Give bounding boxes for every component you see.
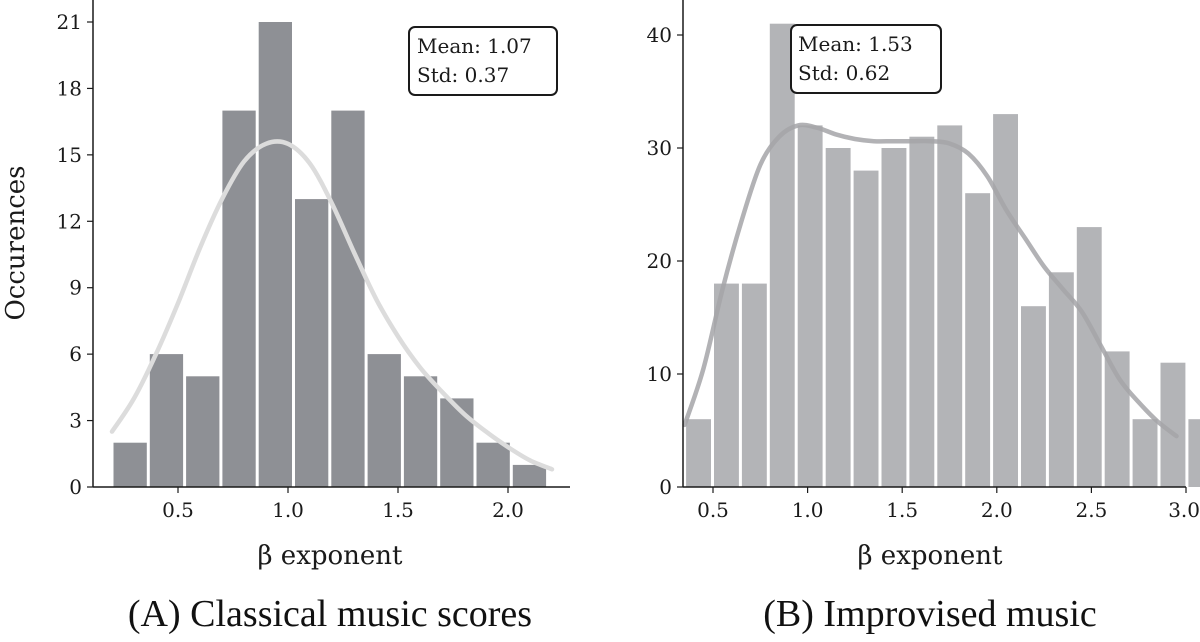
panel-b-caption: (B) Improvised music (763, 593, 1097, 635)
panel-a-xtick-label-0: 0.5 (162, 498, 194, 522)
panel-b-bar-12 (1021, 306, 1046, 487)
panel-b-bar-8 (909, 136, 935, 487)
panel-b-xtick-label-5: 3.0 (1168, 498, 1200, 522)
panel-b-bar-3 (769, 23, 795, 487)
panel-b-kde (682, 122, 1179, 439)
panel-b-stats-box: Mean: 1.53 Std: 0.62 (790, 24, 942, 94)
panel-a-bars (113, 22, 547, 487)
panel-a-bar-5 (295, 199, 329, 487)
panel-b-bar-11 (993, 114, 1018, 487)
panel-b-stat-mean: Mean: 1.53 (798, 32, 913, 56)
panel-b-bar-7 (881, 148, 907, 487)
panel-b-ytick-label-4: 40 (647, 23, 672, 47)
panel-a-ytick-label-0: 0 (69, 475, 82, 499)
panel-b-bar-9 (937, 125, 963, 488)
panel-b-stats-frame (790, 24, 942, 94)
panel-b-stat-std: Std: 0.62 (798, 61, 890, 85)
panel-a-bar-3 (222, 110, 256, 487)
panel-a-ytick-label-4: 12 (57, 209, 82, 233)
panel-b-bar-2 (741, 283, 767, 487)
panel-a-xtick-label-2: 1.5 (382, 498, 414, 522)
panel-b-x-label: β exponent (858, 541, 1004, 571)
panel-b-bars (686, 23, 1200, 488)
panel-b-bar-6 (853, 170, 879, 487)
panel-a-stats-frame (408, 26, 558, 96)
panel-b-bar-18 (1188, 419, 1200, 487)
panel-a-ytick-label-7: 21 (57, 10, 82, 34)
panel-a-bar-10 (476, 442, 510, 487)
panel-b-bar-5 (825, 148, 851, 487)
panel-b-bar-10 (965, 193, 991, 487)
panel-a-ytick-label-1: 3 (69, 409, 82, 433)
panel-a: 0 3 6 9 12 15 18 21 0.5 1.0 1.5 2.0 Occurences β e… (1, 0, 570, 635)
panel-a-bar-9 (440, 398, 474, 487)
panel-a-ytick-label-3: 9 (69, 276, 82, 300)
panel-b-xtick-label-1: 1.0 (792, 498, 824, 522)
panel-a-ytick-label-6: 18 (57, 76, 82, 100)
panel-a-xtick-label-1: 1.0 (272, 498, 304, 522)
panel-a-xtick-label-3: 2.0 (492, 498, 524, 522)
panel-b-x-ticks: 0.5 1.0 1.5 2.0 2.5 3.0 (697, 487, 1200, 522)
panel-a-stat-std: Std: 0.37 (417, 63, 509, 87)
panel-a-stat-mean: Mean: 1.07 (417, 34, 532, 58)
panel-a-bar-6 (331, 110, 365, 487)
panel-b-bar-1 (714, 283, 739, 487)
panel-b-xtick-label-2: 1.5 (886, 498, 918, 522)
panel-a-bar-1 (149, 354, 184, 487)
panel-b-xtick-label-4: 2.5 (1075, 498, 1107, 522)
panel-b-ytick-label-1: 10 (647, 362, 672, 386)
panel-a-x-ticks: 0.5 1.0 1.5 2.0 (162, 487, 524, 522)
panel-b-kde-line (682, 122, 1179, 439)
panel-b-bar-0 (686, 419, 711, 487)
panel-b-ytick-label-0: 0 (659, 475, 672, 499)
panel-a-y-label: Occurences (1, 165, 31, 320)
panel-b-y-ticks: 0 10 20 30 40 (647, 23, 683, 499)
panel-b-ytick-label-2: 20 (647, 249, 672, 273)
panel-b-ytick-label-3: 30 (647, 136, 672, 160)
panel-b-xtick-label-0: 0.5 (697, 498, 729, 522)
panel-a-bar-0 (113, 442, 147, 487)
panel-a-kde (109, 139, 555, 472)
panel-a-stats-box: Mean: 1.07 Std: 0.37 (408, 26, 558, 96)
panel-b-bar-4 (797, 125, 823, 488)
panel-b-bar-16 (1132, 419, 1158, 487)
panel-a-caption: (A) Classical music scores (128, 593, 532, 635)
panel-a-x-label: β exponent (258, 541, 404, 571)
panel-b-bar-14 (1076, 227, 1102, 487)
panel-b-bar-13 (1048, 272, 1074, 487)
panel-a-bar-7 (367, 354, 401, 487)
panel-b-xtick-label-3: 2.0 (981, 498, 1013, 522)
panel-a-kde-line (109, 139, 555, 472)
panel-a-y-ticks: 0 3 6 9 12 15 18 21 (57, 10, 93, 499)
panel-a-ytick-label-2: 6 (69, 342, 82, 366)
panel-a-bar-8 (403, 376, 438, 487)
panel-a-bar-2 (186, 376, 220, 487)
panel-a-bar-11 (512, 464, 547, 487)
panel-a-ytick-label-5: 15 (57, 143, 82, 167)
panel-a-bar-4 (258, 22, 292, 487)
